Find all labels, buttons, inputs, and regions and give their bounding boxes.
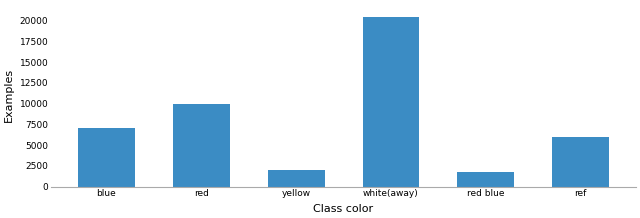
Bar xyxy=(458,172,515,187)
Bar xyxy=(268,170,324,187)
Bar xyxy=(552,137,609,187)
Bar xyxy=(362,17,419,187)
Y-axis label: Examples: Examples xyxy=(4,68,14,122)
Bar xyxy=(78,128,135,187)
Bar xyxy=(173,104,230,187)
X-axis label: Class color: Class color xyxy=(314,204,374,214)
